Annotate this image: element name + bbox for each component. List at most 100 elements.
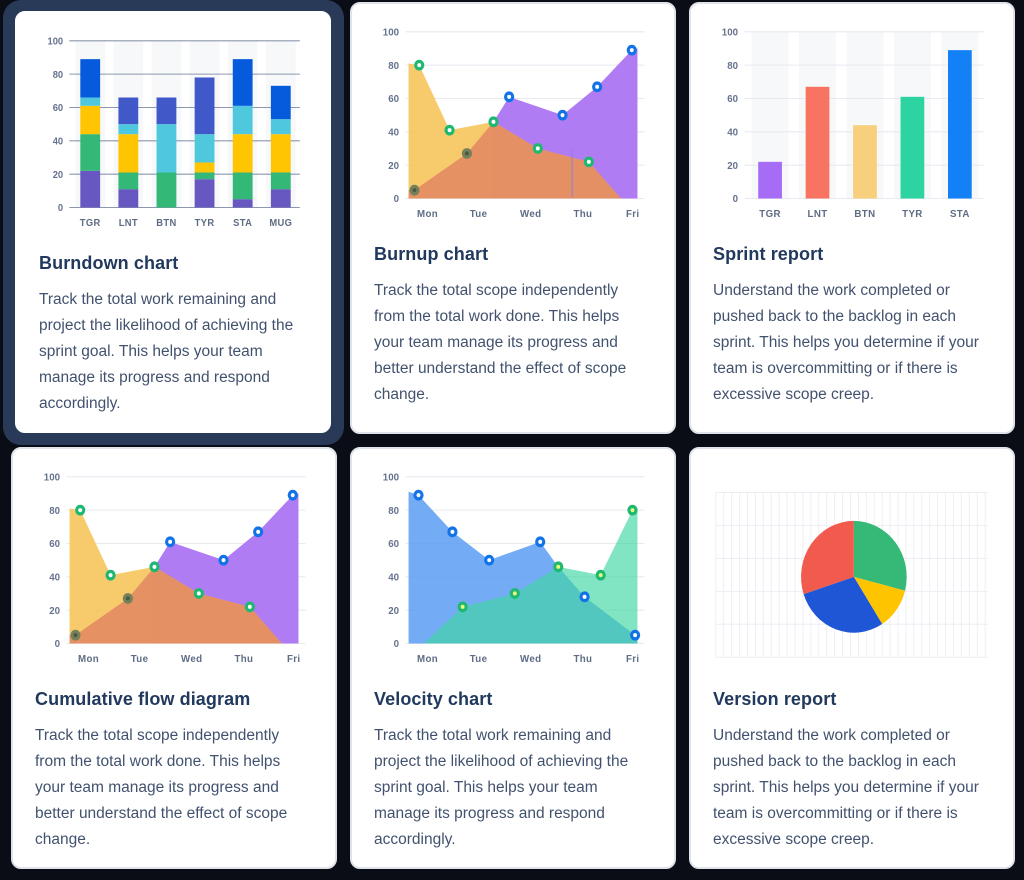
y-axis-label: 60 xyxy=(727,94,738,105)
data-point-center xyxy=(460,604,465,609)
bar-segment-segment-blue xyxy=(232,59,253,106)
sprint-report-chart-figure: 0 20 40 60 80 100 TGR LNT BTN TYR STA xyxy=(713,22,991,224)
y-axis-label: 0 xyxy=(55,639,61,650)
card-title: Burnup chart xyxy=(374,244,489,264)
data-point-center xyxy=(73,633,78,638)
bar xyxy=(758,161,782,199)
card-description: Track the total scope independently from… xyxy=(374,282,627,403)
x-axis-label: Wed xyxy=(520,654,541,665)
x-axis-label: TYR xyxy=(902,209,923,220)
bar-segment-segment-yellow xyxy=(232,134,253,173)
data-point-center xyxy=(512,591,517,596)
data-point-center xyxy=(556,564,561,569)
bar-segment-segment-blue xyxy=(80,59,101,98)
card-description: Track the total scope independently from… xyxy=(35,727,288,848)
area-work-remaining xyxy=(69,566,282,644)
area-work-remaining xyxy=(408,121,621,199)
x-axis-label: TYR xyxy=(195,218,215,229)
pie-slice-red xyxy=(801,520,854,595)
y-axis-label: 20 xyxy=(388,606,399,617)
report-card-burndown[interactable]: 0 20 40 60 80 100 TGR LNT BTN TYR STA MUG Burndown … xyxy=(15,11,331,433)
data-point-center xyxy=(196,591,201,596)
data-point-center xyxy=(464,151,469,156)
y-axis-label: 80 xyxy=(388,61,399,72)
y-axis-label: 0 xyxy=(733,194,739,205)
y-axis-label: 40 xyxy=(388,127,399,138)
bar-segment-segment-purple xyxy=(232,199,253,208)
y-axis-label: 0 xyxy=(394,194,400,205)
data-point-center xyxy=(595,84,600,89)
report-card-sprint-report[interactable]: 0 20 40 60 80 100 TGR LNT BTN TYR STA Sprint repor… xyxy=(689,2,1015,434)
data-point-center xyxy=(108,573,113,578)
data-point-center xyxy=(417,63,422,68)
bar-segment-segment-indigo xyxy=(118,97,139,125)
data-point-center xyxy=(221,558,226,563)
bar-segment-segment-green xyxy=(118,172,139,190)
bar-segment-segment-green xyxy=(156,172,177,208)
data-point-center xyxy=(535,146,540,151)
bar-segment-segment-yellow xyxy=(194,162,215,173)
bar-segment-segment-purple xyxy=(118,189,139,208)
x-axis-label: MUG xyxy=(269,218,292,229)
data-point-center xyxy=(491,119,496,124)
y-axis-label: 40 xyxy=(727,127,738,138)
y-axis-label: 40 xyxy=(388,572,399,583)
y-axis-label: 60 xyxy=(53,103,64,114)
y-axis-label: 0 xyxy=(394,639,400,650)
bar-segment-segment-purple xyxy=(194,179,215,208)
cumulative-flow-chart-figure: 0 20 40 60 80 100 Mon Tue Wed Thu Fri xyxy=(35,467,313,669)
burndown-chart-figure: 0 20 40 60 80 100 TGR LNT BTN TYR STA MUG xyxy=(39,31,307,233)
report-card-velocity[interactable]: 0 20 40 60 80 100 Mon Tue Wed Thu Fri Velocity cha… xyxy=(350,447,676,869)
x-axis-label: Fri xyxy=(287,654,301,665)
cumulative-flow-diagram-svg: 0 20 40 60 80 100 Mon Tue Wed Thu Fri xyxy=(44,472,306,665)
x-axis-label: Tue xyxy=(131,654,149,665)
x-axis-label: Fri xyxy=(626,654,640,665)
data-point-center xyxy=(487,558,492,563)
x-axis-label: Thu xyxy=(573,209,592,220)
report-card-cumulative-flow[interactable]: 0 20 40 60 80 100 Mon Tue Wed Thu Fri Cumulative f… xyxy=(11,447,337,869)
card-description: Understand the work completed or pushed … xyxy=(713,282,979,403)
x-axis-label: BTN xyxy=(854,209,875,220)
x-axis-label: BTN xyxy=(156,218,176,229)
data-point-center xyxy=(450,529,455,534)
data-point-center xyxy=(582,594,587,599)
x-axis-label: Wed xyxy=(520,209,541,220)
bar-segment-segment-green xyxy=(194,172,215,180)
data-point-center xyxy=(598,573,603,578)
data-point-center xyxy=(168,539,173,544)
bar-segment-segment-purple xyxy=(80,170,101,208)
bar-segment-segment-purple xyxy=(270,189,291,208)
bar-segment-segment-blue xyxy=(270,85,291,120)
velocity-chart-figure: 0 20 40 60 80 100 Mon Tue Wed Thu Fri xyxy=(374,467,652,669)
x-axis-label: Fri xyxy=(626,209,640,220)
y-axis-label: 100 xyxy=(383,472,400,483)
x-axis-label: STA xyxy=(950,209,970,220)
x-axis-label: STA xyxy=(233,218,252,229)
bar-segment-segment-green xyxy=(270,172,291,190)
report-card-burnup[interactable]: 0 20 40 60 80 100 Mon Tue Wed Thu Fri Burnup chart… xyxy=(350,2,676,434)
data-point-center xyxy=(538,539,543,544)
bar-segment-segment-cyan xyxy=(80,97,101,106)
data-point-center xyxy=(412,188,417,193)
y-axis-label: 80 xyxy=(727,61,738,72)
data-point-center xyxy=(586,159,591,164)
y-axis-label: 0 xyxy=(58,203,64,214)
data-point-center xyxy=(447,128,452,133)
pie-slice-yellow xyxy=(853,576,906,625)
data-point-center xyxy=(560,113,565,118)
y-axis-label: 20 xyxy=(388,161,399,172)
x-axis-label: Mon xyxy=(78,654,99,665)
burnup-chart-figure: 0 20 40 60 80 100 Mon Tue Wed Thu Fri xyxy=(374,22,652,224)
y-axis-label: 60 xyxy=(388,94,399,105)
y-axis-label: 20 xyxy=(727,161,738,172)
report-card-version-report[interactable]: Version report Understand the work compl… xyxy=(689,447,1015,869)
y-axis-label: 100 xyxy=(47,36,63,47)
bar-segment-segment-indigo xyxy=(194,77,215,135)
data-point-center xyxy=(630,508,635,513)
bar-segment-segment-yellow xyxy=(80,105,101,135)
x-axis-label: LNT xyxy=(119,218,138,229)
x-axis-label: Tue xyxy=(470,654,488,665)
x-axis-label: TGR xyxy=(759,209,781,220)
cell-version-report: Version report Understand the work compl… xyxy=(689,447,1015,869)
